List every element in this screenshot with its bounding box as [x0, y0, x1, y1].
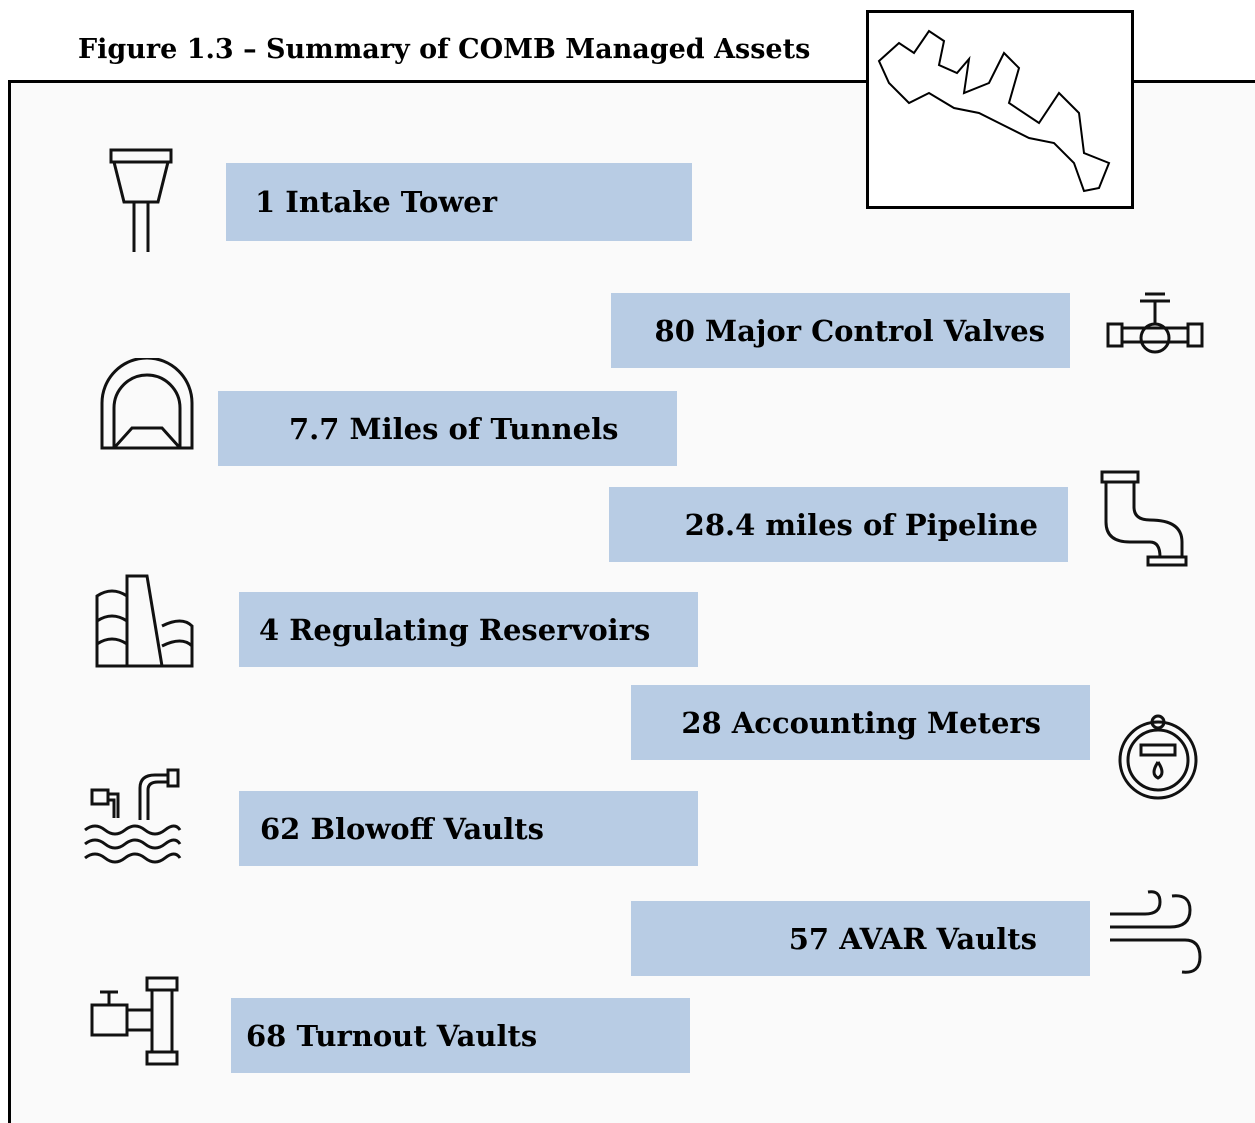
valve-icon [1106, 292, 1204, 354]
icon-part [96, 614, 194, 648]
map-outline [877, 29, 1111, 193]
icon-part [877, 29, 1111, 193]
icon-part [1139, 743, 1177, 757]
meter-icon [1118, 714, 1198, 800]
icon-part [145, 1050, 179, 1066]
map-box [866, 10, 1134, 209]
icon-part [1186, 322, 1204, 348]
icon-part [145, 976, 179, 992]
asset-box: 80 Major Control Valves [611, 293, 1070, 368]
pipe-icon [1100, 470, 1188, 567]
asset-box: 28.4 miles of Pipeline [609, 487, 1068, 562]
icon-part [1150, 714, 1166, 730]
icon-part [109, 148, 173, 164]
figure-title: Figure 1.3 – Summary of COMB Managed Ass… [78, 34, 811, 65]
icon-part [1126, 728, 1190, 792]
asset-box: 28 Accounting Meters [631, 685, 1090, 760]
asset-box: 68 Turnout Vaults [231, 998, 690, 1073]
icon-part [112, 160, 170, 204]
icon-part [112, 426, 182, 450]
turnout-icon [90, 976, 179, 1066]
icon-part [1122, 326, 1188, 344]
icon-part [95, 574, 194, 668]
asset-box: 7.7 Miles of Tunnels [218, 391, 677, 466]
asset-box: 57 AVAR Vaults [631, 901, 1090, 976]
icon-part [112, 373, 182, 448]
icon-part [100, 990, 118, 1005]
icon-part [132, 200, 150, 252]
icon-part [1100, 470, 1140, 484]
asset-box: 1 Intake Tower [226, 163, 692, 241]
icon-part [1140, 292, 1170, 324]
icon-part [1118, 720, 1198, 800]
icon-part [1104, 482, 1184, 558]
reservoir-icon [95, 574, 194, 668]
blowoff-icon [84, 768, 182, 864]
icon-part [90, 1003, 129, 1037]
icon-part [84, 824, 182, 864]
icon-part [1106, 322, 1124, 348]
icon-part [166, 768, 180, 788]
icon-part [1152, 761, 1164, 780]
icon-part [100, 358, 194, 450]
page: Figure 1.3 – Summary of COMB Managed Ass… [8, 10, 1255, 1123]
icon-part [1110, 890, 1202, 974]
icon-part [90, 788, 110, 806]
asset-box: 62 Blowoff Vaults [239, 791, 698, 866]
icon-part [108, 773, 168, 820]
intake-tower-icon [109, 148, 173, 252]
icon-part [127, 990, 174, 1052]
icon-part [1146, 555, 1188, 567]
asset-box: 4 Regulating Reservoirs [239, 592, 698, 667]
tunnel-icon [100, 358, 194, 450]
air-icon [1110, 890, 1202, 974]
